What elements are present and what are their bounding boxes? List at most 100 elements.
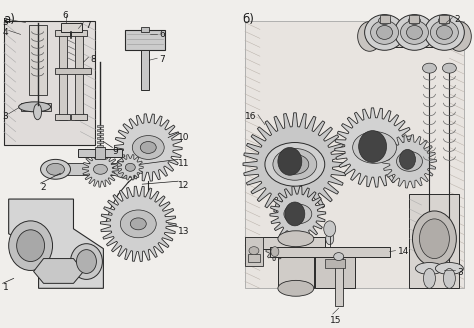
- Bar: [248, 254, 260, 261]
- Ellipse shape: [436, 262, 463, 275]
- Bar: [325, 258, 345, 269]
- Ellipse shape: [273, 149, 317, 180]
- Text: 9: 9: [112, 148, 118, 156]
- Text: 15: 15: [330, 316, 341, 325]
- Bar: [141, 28, 149, 32]
- Text: 14: 14: [398, 247, 409, 256]
- Ellipse shape: [412, 211, 456, 266]
- Polygon shape: [335, 108, 414, 187]
- Ellipse shape: [249, 247, 259, 255]
- Ellipse shape: [353, 132, 397, 163]
- Ellipse shape: [278, 231, 314, 247]
- Ellipse shape: [71, 244, 102, 279]
- Ellipse shape: [443, 269, 456, 288]
- Ellipse shape: [400, 150, 416, 169]
- Polygon shape: [34, 258, 83, 283]
- Ellipse shape: [17, 230, 45, 261]
- Polygon shape: [270, 186, 326, 242]
- Bar: [370, 26, 459, 47]
- Text: 1: 1: [3, 283, 9, 292]
- Bar: [245, 237, 263, 266]
- Bar: [278, 239, 314, 288]
- Ellipse shape: [132, 135, 164, 159]
- Text: 8: 8: [91, 55, 96, 64]
- Ellipse shape: [278, 148, 302, 175]
- Polygon shape: [100, 186, 176, 261]
- Text: 13: 13: [178, 227, 190, 236]
- Text: 6: 6: [159, 31, 165, 39]
- Bar: [21, 103, 51, 111]
- Ellipse shape: [140, 141, 156, 154]
- Ellipse shape: [416, 262, 443, 275]
- Text: 12: 12: [178, 181, 190, 190]
- Ellipse shape: [407, 26, 422, 39]
- Bar: [335, 256, 343, 306]
- Bar: [439, 14, 449, 23]
- Ellipse shape: [409, 16, 420, 25]
- Ellipse shape: [324, 221, 336, 237]
- Ellipse shape: [438, 16, 450, 25]
- Polygon shape: [9, 199, 103, 288]
- Ellipse shape: [285, 202, 305, 226]
- Ellipse shape: [371, 21, 399, 44]
- Bar: [75, 31, 83, 120]
- Ellipse shape: [430, 21, 458, 44]
- Bar: [98, 136, 103, 139]
- Ellipse shape: [284, 204, 312, 224]
- Ellipse shape: [334, 253, 344, 260]
- Ellipse shape: [326, 233, 334, 245]
- Ellipse shape: [46, 163, 64, 175]
- Ellipse shape: [93, 164, 108, 174]
- Text: 2: 2: [455, 14, 460, 24]
- Ellipse shape: [422, 63, 437, 73]
- Text: 16: 16: [245, 112, 256, 121]
- Polygon shape: [245, 21, 465, 288]
- Ellipse shape: [442, 63, 456, 73]
- Ellipse shape: [34, 104, 42, 120]
- Ellipse shape: [379, 16, 391, 25]
- Bar: [270, 247, 390, 256]
- Ellipse shape: [359, 131, 387, 162]
- Text: 10: 10: [178, 133, 190, 142]
- Bar: [410, 14, 419, 23]
- Polygon shape: [243, 113, 346, 216]
- Ellipse shape: [423, 269, 436, 288]
- Bar: [98, 140, 103, 143]
- Bar: [98, 125, 103, 127]
- Bar: [55, 163, 125, 175]
- Ellipse shape: [419, 219, 449, 258]
- Ellipse shape: [41, 159, 71, 179]
- Bar: [55, 68, 91, 74]
- Text: 3: 3: [3, 112, 9, 121]
- Bar: [28, 26, 46, 95]
- Polygon shape: [114, 114, 182, 181]
- Ellipse shape: [401, 21, 428, 44]
- Text: 4: 4: [3, 29, 9, 37]
- Bar: [98, 133, 103, 135]
- Ellipse shape: [394, 14, 434, 50]
- Text: 2: 2: [41, 183, 46, 192]
- Text: 3: 3: [457, 269, 463, 277]
- Bar: [98, 129, 103, 131]
- Ellipse shape: [278, 280, 314, 296]
- Text: 7: 7: [159, 55, 165, 64]
- Polygon shape: [118, 154, 143, 180]
- Text: 11: 11: [178, 159, 190, 168]
- Ellipse shape: [376, 26, 392, 39]
- Bar: [98, 145, 103, 147]
- Bar: [245, 237, 325, 249]
- Text: 7: 7: [85, 21, 91, 30]
- Bar: [79, 150, 122, 157]
- Bar: [58, 31, 66, 120]
- Ellipse shape: [120, 210, 156, 238]
- Ellipse shape: [125, 163, 135, 171]
- Bar: [315, 254, 355, 288]
- Ellipse shape: [265, 143, 325, 186]
- Bar: [410, 194, 459, 288]
- Ellipse shape: [76, 250, 96, 274]
- Polygon shape: [4, 21, 95, 145]
- Ellipse shape: [358, 22, 382, 51]
- Text: а): а): [4, 12, 16, 26]
- Ellipse shape: [424, 14, 465, 50]
- Polygon shape: [383, 135, 437, 188]
